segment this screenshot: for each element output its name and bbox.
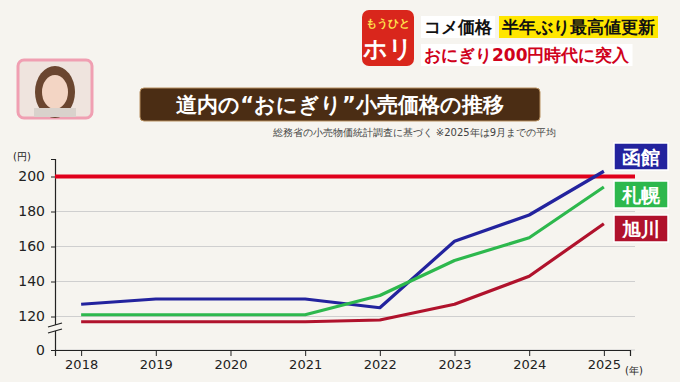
y-tick-mark — [51, 212, 55, 213]
y-tick: 160 — [18, 238, 55, 254]
x-tick: 2025 — [588, 350, 621, 372]
legend-item: 函館 — [614, 143, 668, 170]
x-label: (年) — [625, 365, 643, 376]
legend-item: 旭川 — [614, 215, 668, 242]
legend-item: 札幌 — [614, 181, 668, 208]
grid-line — [55, 246, 635, 247]
x-tick-label: 2018 — [65, 357, 98, 372]
topic: コメ価格 — [424, 17, 493, 37]
x-tick-label: 2019 — [140, 357, 173, 372]
y-tick: 200 — [18, 168, 55, 184]
y-label: (円) — [13, 151, 31, 162]
reference-line — [55, 175, 635, 179]
x-tick-label: 2022 — [364, 357, 397, 372]
x-tick-label: 2023 — [438, 357, 471, 372]
x-tick: 2022 — [364, 350, 397, 372]
y-tick-label: 200 — [18, 168, 45, 184]
logo-top: もうひと — [366, 17, 410, 30]
x-tick-mark — [230, 350, 231, 356]
x-tick: 2023 — [438, 350, 471, 372]
chart-root: もうひとホリコメ価格半年ぶり最高値更新おにぎり200円時代に突入道内の“おにぎり… — [0, 0, 680, 382]
subheadline-bg — [421, 44, 633, 66]
x-tick-label: 2024 — [513, 357, 546, 372]
x-tick-mark — [305, 350, 306, 356]
x-tick: 2018 — [65, 350, 98, 372]
inset-face — [42, 75, 68, 109]
grid-line — [55, 176, 635, 177]
inset-frame — [18, 60, 92, 118]
x-tick-label: 2025 — [588, 357, 621, 372]
x-tick-mark — [529, 350, 530, 356]
legend-label: 札幌 — [621, 184, 661, 206]
axis-break — [48, 323, 62, 333]
legend-label: 函館 — [622, 146, 660, 168]
y-tick-mark — [51, 317, 55, 318]
y-tick-mark — [51, 282, 55, 283]
logo-box — [362, 10, 414, 66]
y-tick-mark — [51, 247, 55, 248]
logo-bottom: ホリ — [362, 35, 413, 63]
y-tick: 180 — [18, 203, 55, 219]
y-tick: 140 — [18, 273, 55, 289]
background — [0, 0, 680, 382]
chart-svg: もうひとホリコメ価格半年ぶり最高値更新おにぎり200円時代に突入道内の“おにぎり… — [0, 0, 680, 382]
x-tick: 2024 — [513, 350, 546, 372]
grid-line — [55, 211, 635, 212]
presenter-inset — [18, 60, 92, 118]
x-tick: 2020 — [214, 350, 247, 372]
legend-swatch — [614, 181, 668, 208]
axis-break-mark — [48, 323, 62, 327]
plot-area — [55, 171, 635, 322]
axis-break-mark — [48, 329, 62, 333]
y-tick: 0 — [36, 342, 55, 358]
x-tick-mark — [604, 350, 605, 356]
legend-label: 旭川 — [621, 218, 660, 240]
y-tick: 120 — [18, 308, 55, 324]
y-tick-label: 140 — [18, 273, 45, 289]
title: 道内の“おにぎり”小売価格の推移 — [176, 93, 504, 117]
x-axis: 2018 2019 2020 2021 2022 2023 2024 2025 — [56, 350, 631, 372]
logo: もうひとホリ — [362, 10, 414, 66]
inset-hair — [35, 66, 75, 118]
subtitle: 総務省の小売物価統計調査に基づく ※2025年は9月までの平均 — [272, 127, 556, 138]
topic-bg — [421, 16, 495, 38]
x-tick-label: 2021 — [289, 357, 322, 372]
y-axis-line — [51, 160, 56, 351]
y-tick-label: 120 — [18, 308, 45, 324]
subheadline-group: おにぎり200円時代に突入 — [421, 44, 633, 66]
x-tick-mark — [81, 350, 82, 356]
x-axis-line — [56, 351, 631, 357]
title-box — [140, 88, 540, 121]
subheadline: おにぎり200円時代に突入 — [424, 45, 630, 65]
y-tick-mark — [51, 177, 55, 178]
legend-swatch — [614, 143, 668, 170]
x-tick-label: 2020 — [214, 357, 247, 372]
y-tick-label: 160 — [18, 238, 45, 254]
headline: コメ価格半年ぶり最高値更新おにぎり200円時代に突入 — [421, 16, 658, 66]
series-line — [81, 224, 604, 322]
x-tick-mark — [156, 350, 157, 356]
topic-group: コメ価格 — [421, 16, 495, 38]
headline-group: 半年ぶり最高値更新 — [499, 16, 658, 38]
legend: 函館札幌旭川 — [614, 143, 668, 242]
series-line — [81, 187, 604, 315]
headline-text-bg — [499, 16, 658, 38]
x-tick: 2019 — [140, 350, 173, 372]
inset-clothes — [34, 108, 76, 117]
x-tick-mark — [380, 350, 381, 356]
headline-text: 半年ぶり最高値更新 — [501, 17, 655, 37]
x-tick-mark — [455, 350, 456, 356]
y-tick-label: 0 — [36, 342, 45, 358]
legend-swatch — [614, 215, 668, 242]
grid-line — [55, 281, 635, 282]
y-tick-label: 180 — [18, 203, 45, 219]
x-tick: 2021 — [289, 350, 322, 372]
y-tick-mark — [51, 350, 55, 351]
